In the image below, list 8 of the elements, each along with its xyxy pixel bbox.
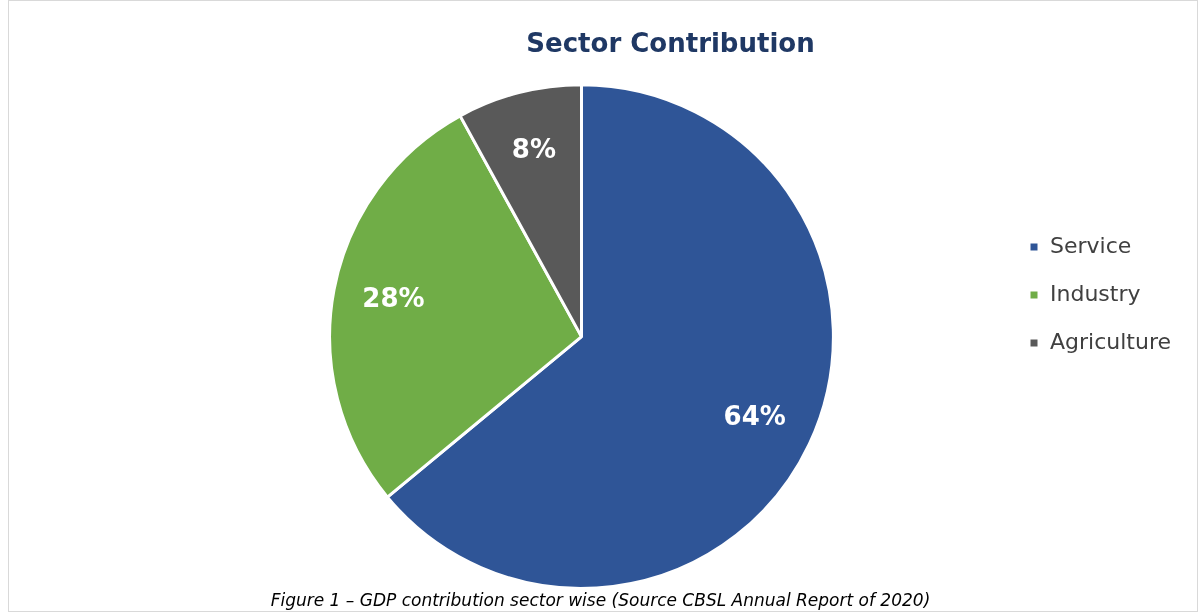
chart-title: Sector Contribution <box>526 28 815 59</box>
legend-label: Agriculture <box>1050 328 1172 354</box>
data-label: 28% <box>362 283 425 314</box>
data-label: 8% <box>511 133 556 164</box>
legend-label: Service <box>1050 232 1132 258</box>
data-label: 64% <box>723 400 786 431</box>
legend-label: Industry <box>1050 280 1141 306</box>
caption: Figure 1 – GDP contribution sector wise (Source CBSL Annual Report of 2020) <box>269 590 932 610</box>
